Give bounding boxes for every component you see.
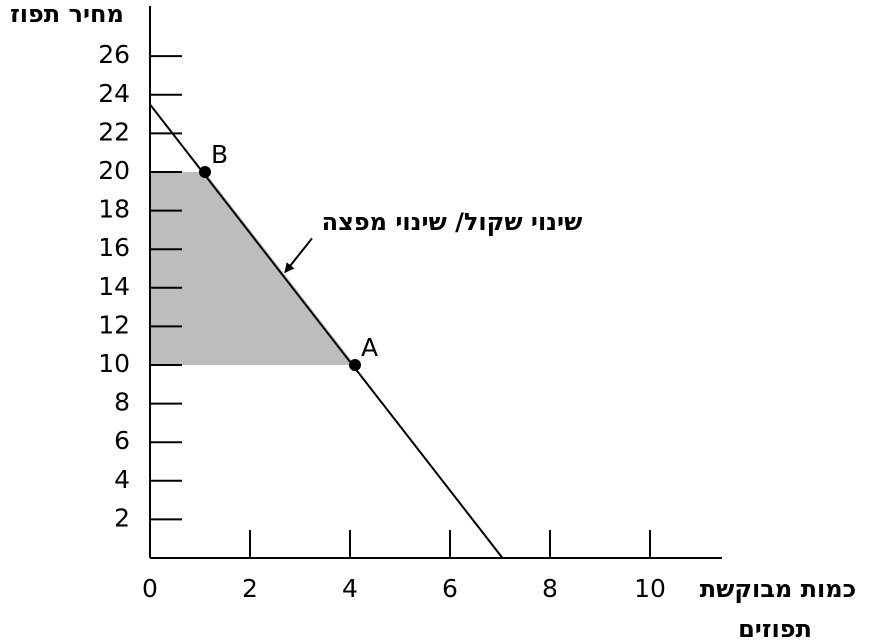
x-tick-label: 4 (342, 574, 358, 603)
shaded-area (150, 171, 355, 365)
x-tick-label: 8 (542, 574, 558, 603)
x-axis-title: כמות מבוקשת (700, 575, 856, 603)
y-tick-label: 14 (98, 272, 130, 301)
y-tick-label: 22 (98, 117, 130, 146)
y-tick-label: 12 (98, 310, 130, 339)
point-label: B (211, 140, 228, 169)
y-tick-label: 26 (98, 40, 130, 69)
y-tick-label: 24 (98, 79, 130, 108)
x-axis-title: תפוזים (738, 615, 812, 643)
y-tick-label: 10 (98, 349, 130, 378)
y-tick-label: 4 (114, 465, 130, 494)
y-axis-title: מחיר תפוז (10, 0, 124, 28)
demand-line (149, 103, 504, 559)
point (199, 165, 211, 178)
x-tick-label: 6 (442, 574, 458, 603)
x-tick-label: 10 (634, 574, 666, 603)
y-tick-label: 18 (98, 195, 130, 224)
y-tick-label: 20 (98, 156, 130, 185)
x-tick-label: 0 (142, 574, 158, 603)
annotation: שינוי שקול/ שינוי מפצה (322, 208, 583, 236)
point (349, 358, 361, 371)
x-tick-label: 2 (242, 574, 258, 603)
y-tick-label: 2 (114, 503, 130, 532)
annotation-arrow (284, 237, 313, 274)
point-label: A (361, 333, 378, 362)
y-tick-label: 8 (114, 388, 130, 417)
y-tick-label: 6 (114, 426, 130, 455)
y-tick-label: 16 (98, 233, 130, 262)
